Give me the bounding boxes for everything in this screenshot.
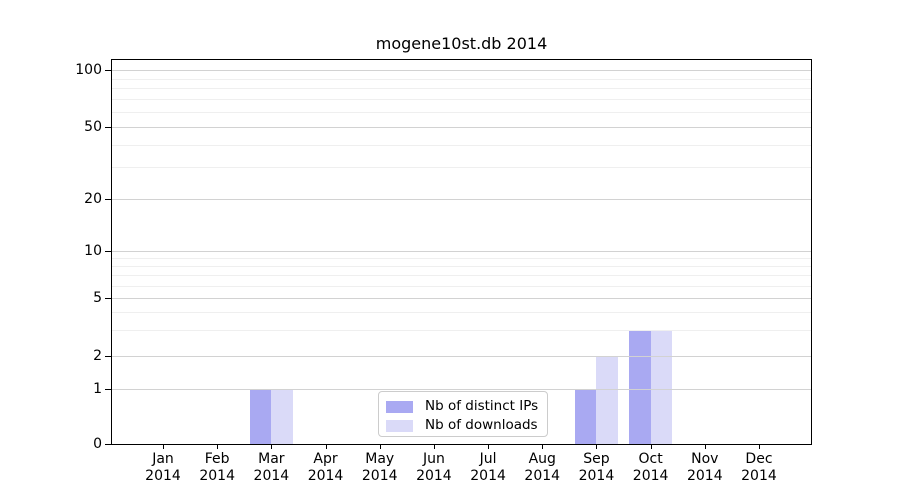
x-tick-label-year-apr: 2014 xyxy=(307,468,344,484)
x-tick-label-year-oct: 2014 xyxy=(632,468,669,484)
x-tick-label-month-nov: Nov xyxy=(691,451,719,467)
legend: Nb of distinct IPs Nb of downloads xyxy=(378,391,548,437)
x-tick-label-month-jan: Jan xyxy=(152,451,174,467)
x-tick-mark-nov xyxy=(704,445,706,449)
x-tick-label-month-aug: Aug xyxy=(528,451,556,467)
y-tick-label-50: 50 xyxy=(84,119,102,135)
x-tick-label-month-feb: Feb xyxy=(204,451,230,467)
bar-sep-distinct-ips xyxy=(574,389,597,444)
gridline-80 xyxy=(112,88,811,89)
gridline-4 xyxy=(112,312,811,313)
x-tick-mark-oct xyxy=(650,445,652,449)
y-tick-mark-1 xyxy=(105,389,111,390)
y-tick-label-100: 100 xyxy=(75,62,102,78)
x-tick-mark-feb xyxy=(217,445,219,449)
x-tick-mark-jun xyxy=(433,445,435,449)
legend-label-downloads: Nb of downloads xyxy=(425,417,538,433)
gridline-1 xyxy=(112,389,811,390)
gridline-50 xyxy=(112,127,811,128)
legend-item-downloads: Nb of downloads xyxy=(386,418,539,433)
y-tick-mark-20 xyxy=(105,199,111,200)
x-tick-label-year-aug: 2014 xyxy=(524,468,561,484)
x-tick-label-month-dec: Dec xyxy=(745,451,773,467)
x-tick-mark-aug xyxy=(542,445,544,449)
gridline-70 xyxy=(112,99,811,100)
y-tick-mark-0 xyxy=(105,444,111,445)
x-tick-mark-jan xyxy=(163,445,164,449)
x-tick-mark-jul xyxy=(488,445,490,449)
y-tick-mark-2 xyxy=(105,356,111,357)
y-tick-label-5: 5 xyxy=(93,290,102,306)
x-tick-label-year-may: 2014 xyxy=(361,468,398,484)
x-tick-label-year-mar: 2014 xyxy=(253,468,290,484)
x-tick-label-month-apr: Apr xyxy=(313,451,338,467)
legend-label-distinct-ips: Nb of distinct IPs xyxy=(425,398,539,414)
bar-mar-distinct-ips xyxy=(249,389,272,444)
gridline-60 xyxy=(112,112,811,113)
x-tick-label-year-nov: 2014 xyxy=(686,468,723,484)
y-tick-mark-100 xyxy=(105,70,111,71)
bar-oct-downloads xyxy=(650,330,673,444)
gridlines xyxy=(112,60,811,444)
bar-sep-downloads xyxy=(596,356,618,444)
legend-item-distinct-ips: Nb of distinct IPs xyxy=(386,399,539,414)
x-tick-label-year-feb: 2014 xyxy=(199,468,235,484)
x-tick-mark-may xyxy=(379,445,381,449)
x-tick-label-month-oct: Oct xyxy=(638,451,663,467)
x-tick-label-year-jun: 2014 xyxy=(416,468,452,484)
gridline-90 xyxy=(112,79,811,80)
plot-area xyxy=(111,59,812,445)
gridline-7 xyxy=(112,275,811,276)
gridline-20 xyxy=(112,199,811,200)
bar-mar-downloads xyxy=(271,389,293,444)
gridline-100 xyxy=(112,70,811,71)
y-tick-label-0: 0 xyxy=(93,436,102,452)
x-tick-mark-sep xyxy=(596,445,598,449)
gridline-40 xyxy=(112,145,811,146)
x-tick-label-year-dec: 2014 xyxy=(741,468,777,484)
x-tick-label-year-sep: 2014 xyxy=(578,468,615,484)
x-tick-label-month-sep: Sep xyxy=(583,451,610,467)
bar-series xyxy=(112,60,811,444)
x-tick-label-month-may: May xyxy=(365,451,395,467)
gridline-6 xyxy=(112,286,811,287)
y-tick-label-1: 1 xyxy=(93,381,102,397)
chart-title: mogene10st.db 2014 xyxy=(375,34,548,53)
y-tick-mark-50 xyxy=(105,127,111,128)
gridline-30 xyxy=(112,167,811,168)
bar-oct-distinct-ips xyxy=(629,330,651,444)
x-tick-label-year-jul: 2014 xyxy=(470,468,506,484)
gridline-3 xyxy=(112,330,811,331)
x-tick-label-month-jun: Jun xyxy=(422,451,445,467)
gridline-2 xyxy=(112,356,811,357)
gridline-9 xyxy=(112,258,811,259)
gridline-10 xyxy=(112,251,811,252)
legend-swatch-distinct-ips xyxy=(386,400,413,413)
x-tick-label-month-mar: Mar xyxy=(258,451,285,467)
x-tick-mark-apr xyxy=(325,445,327,449)
gridline-8 xyxy=(112,266,811,267)
x-tick-label-month-jul: Jul xyxy=(479,451,497,467)
y-tick-mark-10 xyxy=(105,251,111,252)
x-tick-label-year-jan: 2014 xyxy=(145,468,181,484)
y-tick-label-10: 10 xyxy=(84,243,102,259)
y-tick-mark-5 xyxy=(105,298,111,299)
y-tick-label-2: 2 xyxy=(93,348,102,364)
legend-swatch-downloads xyxy=(386,419,413,432)
x-tick-mark-dec xyxy=(758,445,760,449)
y-tick-label-20: 20 xyxy=(84,191,102,207)
gridline-5 xyxy=(112,298,811,299)
x-tick-mark-mar xyxy=(271,445,273,449)
